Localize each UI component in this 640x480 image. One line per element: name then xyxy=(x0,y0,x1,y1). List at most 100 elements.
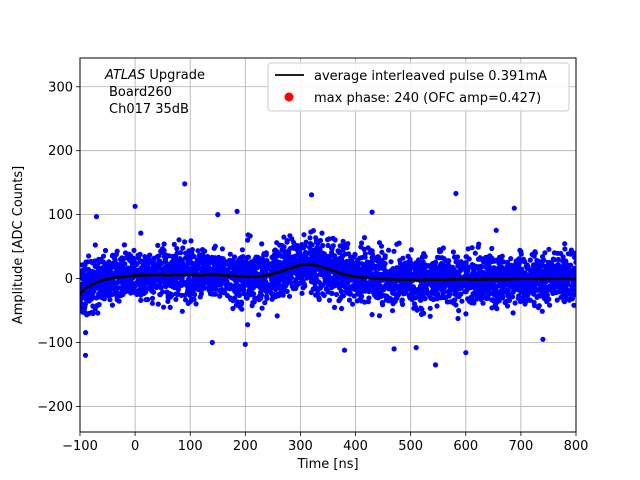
scatter-point xyxy=(180,245,186,251)
average-pulse-point xyxy=(133,273,137,277)
scatter-point xyxy=(371,290,377,296)
scatter-point xyxy=(508,283,514,290)
average-pulse-point xyxy=(381,277,385,281)
scatter-point xyxy=(504,290,510,296)
average-pulse-point xyxy=(400,278,404,282)
scatter-point xyxy=(345,259,352,265)
scatter-point xyxy=(539,254,546,260)
average-pulse-point xyxy=(409,278,413,282)
average-pulse-point xyxy=(155,273,159,277)
scatter-point xyxy=(463,311,469,317)
scatter-point xyxy=(355,257,361,263)
scatter-point xyxy=(209,339,215,346)
scatter-point xyxy=(182,239,188,245)
average-pulse-point xyxy=(103,278,107,282)
scatter-point xyxy=(333,291,340,298)
scatter-point xyxy=(505,259,511,266)
scatter-point xyxy=(161,241,167,247)
average-pulse-point xyxy=(461,277,465,281)
scatter-point xyxy=(269,296,275,302)
scatter-point xyxy=(99,265,105,271)
scatter-point xyxy=(372,265,379,271)
scatter-point xyxy=(284,261,291,267)
scatter-point xyxy=(151,289,157,295)
scatter-point xyxy=(191,254,197,260)
scatter-point xyxy=(256,282,262,288)
average-pulse-point xyxy=(119,275,123,279)
scatter-point xyxy=(550,265,556,271)
scatter-point xyxy=(164,289,170,295)
scatter-point xyxy=(459,298,465,304)
scatter-point xyxy=(527,257,533,263)
scatter-point xyxy=(245,322,251,328)
scatter-point xyxy=(311,258,317,264)
scatter-point xyxy=(432,362,439,368)
scatter-point xyxy=(562,246,568,252)
scatter-point xyxy=(111,284,117,290)
scatter-point xyxy=(408,286,414,292)
average-pulse-point xyxy=(136,273,140,277)
average-pulse-point xyxy=(552,277,556,281)
average-pulse-point xyxy=(491,277,495,281)
scatter-point xyxy=(414,307,420,313)
scatter-point xyxy=(352,251,358,257)
scatter-point xyxy=(245,282,251,288)
average-pulse-point xyxy=(535,277,539,281)
scatter-point xyxy=(197,294,203,300)
scatter-point xyxy=(155,242,161,248)
scatter-point xyxy=(122,250,129,256)
scatter-point xyxy=(478,263,484,269)
scatter-point xyxy=(155,301,161,307)
average-pulse-point xyxy=(425,278,429,282)
y-tick-label: 200 xyxy=(48,144,73,159)
average-pulse-point xyxy=(392,278,396,281)
scatter-point xyxy=(418,311,425,317)
scatter-point xyxy=(515,258,521,264)
average-pulse-point xyxy=(301,263,305,267)
average-pulse-point xyxy=(500,277,504,281)
scatter-point xyxy=(238,284,244,290)
scatter-point xyxy=(263,279,269,285)
average-pulse-point xyxy=(508,277,512,281)
scatter-point xyxy=(427,313,433,319)
average-pulse-point xyxy=(362,276,366,280)
scatter-point xyxy=(571,265,576,271)
scatter-point xyxy=(304,275,310,281)
scatter-point xyxy=(305,250,312,256)
average-pulse-point xyxy=(163,273,167,277)
average-pulse-point xyxy=(210,273,214,277)
scatter-point xyxy=(440,245,446,251)
scatter-point xyxy=(348,254,354,260)
scatter-point xyxy=(124,254,130,260)
scatter-point xyxy=(412,261,418,267)
average-pulse-point xyxy=(326,267,330,271)
scatter-point xyxy=(143,297,149,303)
scatter-point xyxy=(571,302,576,308)
x-tick-label: 100 xyxy=(178,439,203,454)
y-axis-label: Amplitude [ADC Counts] xyxy=(11,166,26,324)
scatter-point xyxy=(180,266,186,272)
scatter-point xyxy=(376,240,383,246)
average-pulse-point xyxy=(511,277,515,281)
scatter-point xyxy=(465,266,471,272)
scatter-point xyxy=(384,271,390,277)
scatter-point xyxy=(227,257,233,263)
average-pulse-point xyxy=(298,263,302,267)
scatter-point xyxy=(375,254,381,260)
scatter-point xyxy=(357,296,364,302)
scatter-point xyxy=(434,271,440,277)
scatter-point xyxy=(321,251,328,257)
average-pulse-point xyxy=(354,275,358,279)
scatter-point xyxy=(402,260,408,266)
average-pulse-point xyxy=(205,273,209,277)
scatter-point xyxy=(136,282,142,288)
scatter-point xyxy=(524,290,530,296)
scatter-point xyxy=(460,282,466,288)
scatter-point xyxy=(230,305,236,312)
average-pulse-point xyxy=(348,274,352,278)
average-pulse-point xyxy=(497,277,501,281)
scatter-point xyxy=(317,280,323,286)
scatter-point xyxy=(155,283,161,289)
scatter-point xyxy=(359,284,365,290)
scatter-point xyxy=(245,277,252,284)
